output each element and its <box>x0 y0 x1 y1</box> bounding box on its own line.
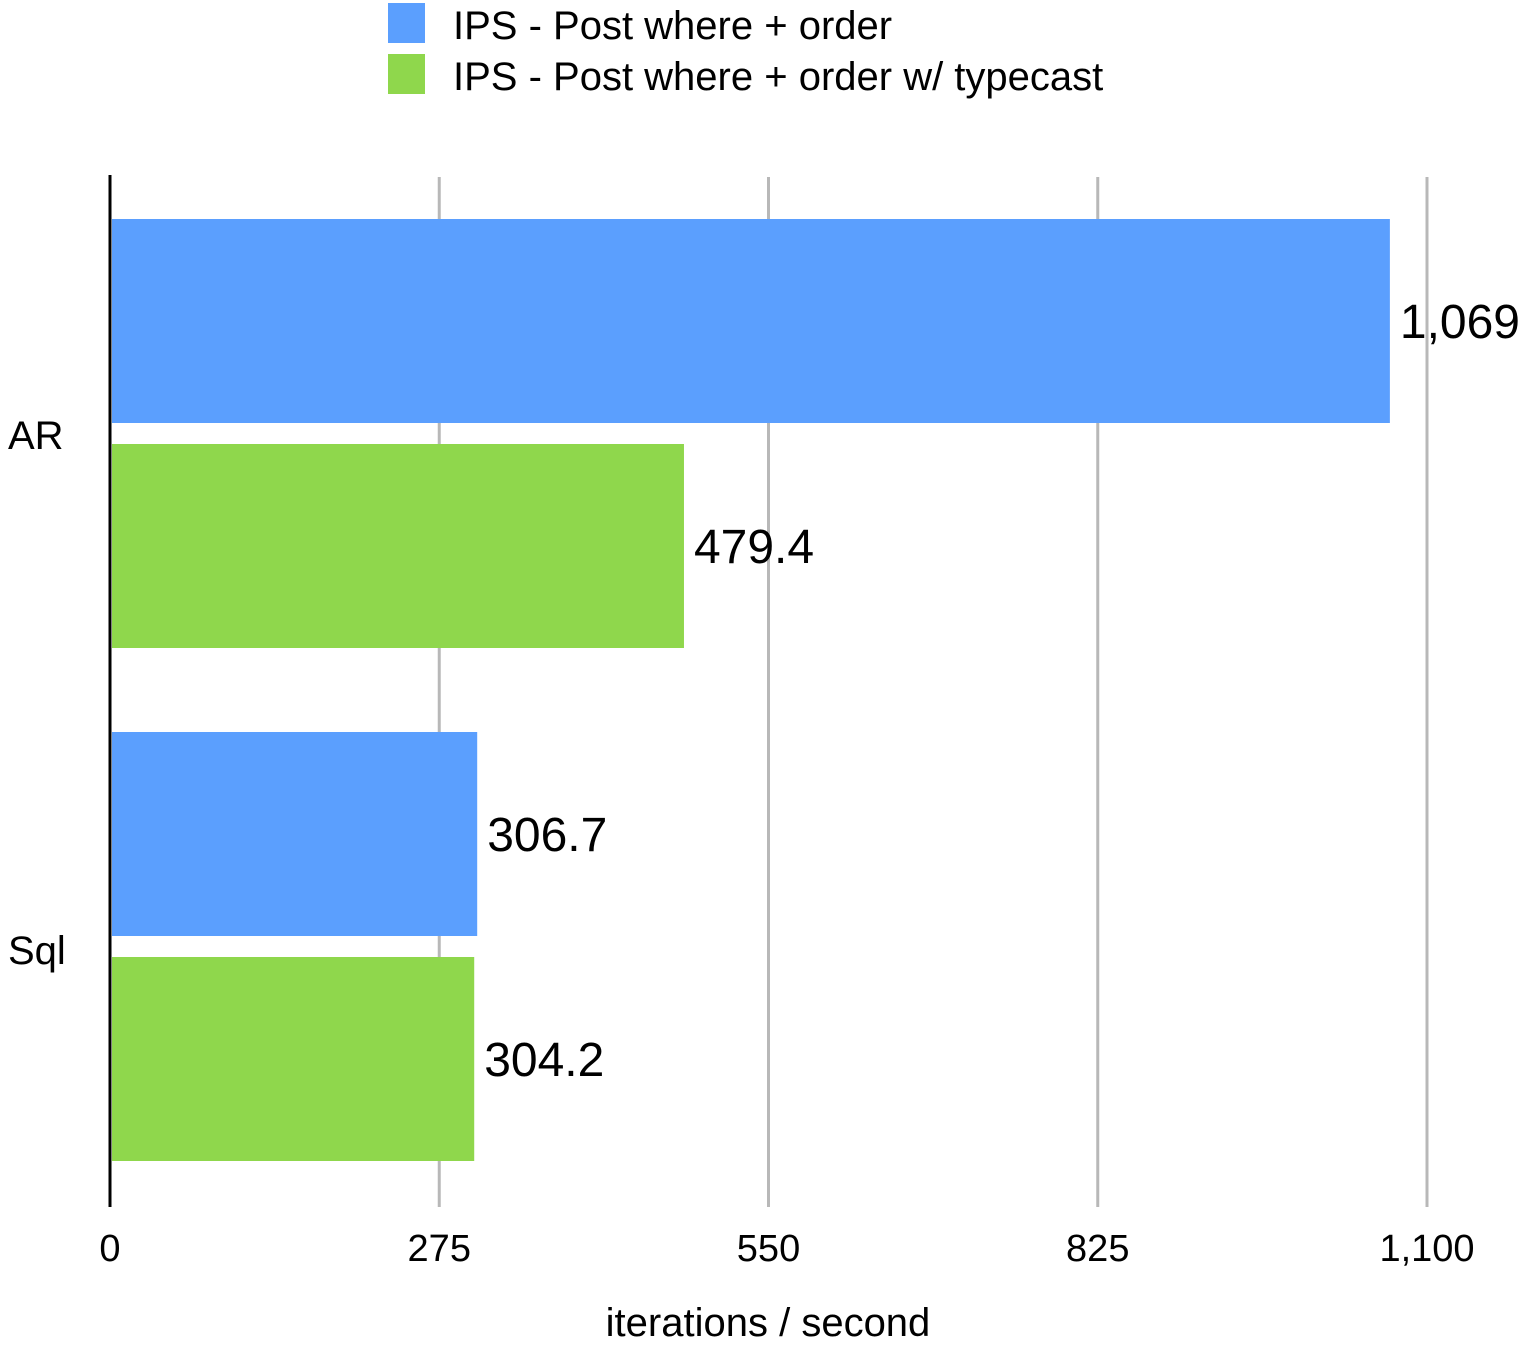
bar <box>112 444 684 648</box>
value-label: 479.4 <box>694 521 814 574</box>
legend: IPS - Post where + order IPS - Post where… <box>388 3 1103 99</box>
legend-swatch <box>388 3 425 43</box>
legend-label: IPS - Post where + order <box>453 4 892 48</box>
x-axis-title: iterations / second <box>606 1301 931 1344</box>
x-tick-label: 825 <box>1066 1228 1129 1270</box>
x-tick-label: 1,100 <box>1379 1228 1474 1270</box>
category-label: Sql <box>8 929 66 973</box>
bar <box>112 732 478 936</box>
bars <box>112 219 1390 1161</box>
category-label: AR <box>8 414 64 458</box>
legend-swatch <box>388 54 425 94</box>
labels: 0 275 550 825 1,100 AR 1,069 479.4 Sql 306.7 304.2 <box>8 296 1520 1270</box>
value-label: 1,069 <box>1400 296 1520 349</box>
bar <box>112 219 1390 423</box>
bar <box>112 957 475 1161</box>
x-tick-label: 550 <box>737 1228 800 1270</box>
value-label: 304.2 <box>484 1034 604 1087</box>
x-tick-label: 0 <box>99 1228 120 1270</box>
legend-label: IPS - Post where + order w/ typecast <box>453 55 1103 99</box>
value-label: 306.7 <box>487 809 607 862</box>
x-tick-label: 275 <box>408 1228 471 1270</box>
